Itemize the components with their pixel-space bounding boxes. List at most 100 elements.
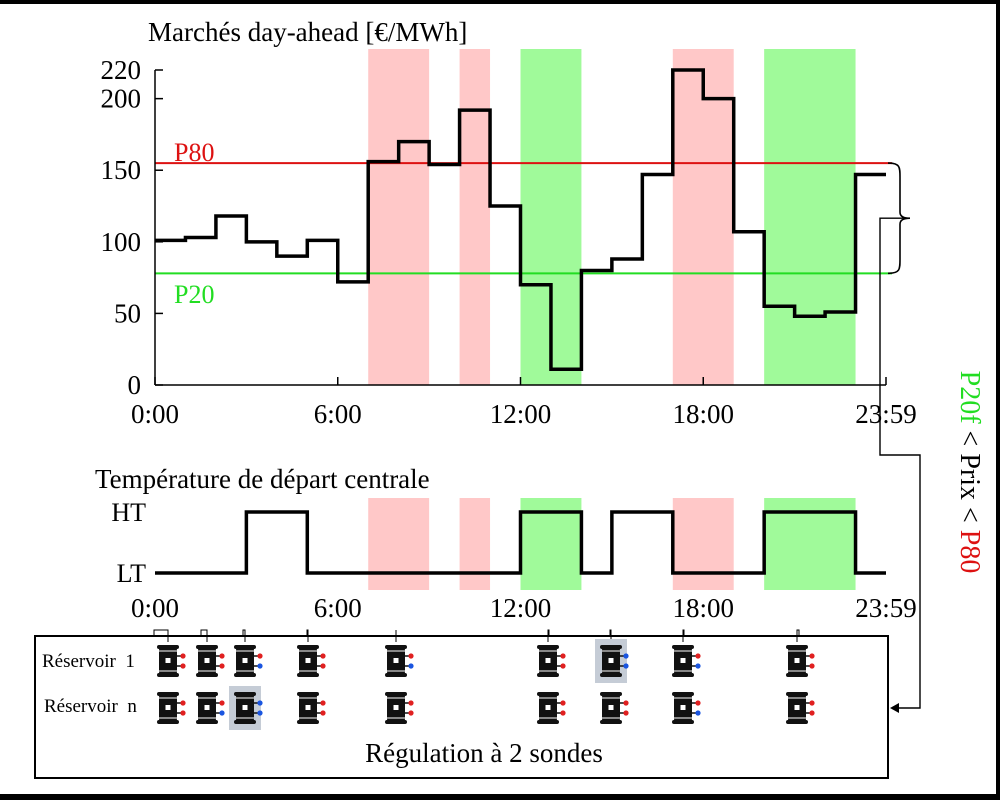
tank-window xyxy=(680,705,686,710)
price-chart-title: Marchés day-ahead [€/MWh] xyxy=(148,17,467,47)
tank-cap-bottom xyxy=(786,720,808,724)
panel-connector xyxy=(682,629,685,642)
water-tank-icon xyxy=(234,645,263,677)
hot-probe-icon xyxy=(809,663,815,669)
temp-shade-1 xyxy=(459,498,491,590)
hot-probe-icon xyxy=(623,710,629,716)
cold-probe-icon xyxy=(257,710,263,716)
temp-x-tick-label: 18:00 xyxy=(672,593,734,623)
feedback-arrow-line xyxy=(879,217,921,709)
tank-window xyxy=(680,658,686,663)
cold-probe-icon xyxy=(408,663,414,669)
tank-cap-bottom xyxy=(196,673,218,677)
tank-cap-bottom xyxy=(600,720,622,724)
price-shade-4 xyxy=(764,49,856,385)
price-step-line xyxy=(155,68,886,371)
tank-cap-top xyxy=(672,645,694,649)
tank-window xyxy=(794,658,800,663)
hot-probe-icon xyxy=(180,710,186,716)
panel-connector xyxy=(242,629,246,642)
hot-probe-icon xyxy=(560,710,566,716)
row-label-n: Réservoir n xyxy=(44,696,137,717)
threshold-lines xyxy=(155,162,892,275)
water-tank-icon xyxy=(157,645,186,677)
tank-cap-bottom xyxy=(385,720,407,724)
tank-cap-top xyxy=(537,645,559,649)
side-label-part-0: P20f xyxy=(954,371,985,425)
tank-window xyxy=(393,705,399,710)
price-y-tick-label: 220 xyxy=(101,55,142,85)
price-shade-1 xyxy=(459,49,491,385)
price-shaded-intervals xyxy=(368,49,856,385)
water-tank-icon xyxy=(595,639,629,683)
tank-cap-bottom xyxy=(157,720,179,724)
tank-cap-top xyxy=(786,645,808,649)
hot-probe-icon xyxy=(320,653,326,659)
temp-shade-0 xyxy=(368,498,430,590)
cold-probe-icon xyxy=(257,700,263,706)
tank-cap-top xyxy=(157,692,179,696)
hot-probe-icon xyxy=(809,700,815,706)
water-tank-icon xyxy=(537,645,566,677)
price-x-tick-label: 12:00 xyxy=(490,399,552,429)
water-tank-icon xyxy=(196,692,225,724)
price-shade-3 xyxy=(672,49,734,385)
price-y-tick-label: 100 xyxy=(101,227,142,257)
panel-connector xyxy=(306,629,309,642)
frame-bottom xyxy=(0,794,1000,800)
temperature-chart-title: Température de départ centrale xyxy=(95,464,430,494)
hot-probe-icon xyxy=(320,663,326,669)
hot-probe-icon xyxy=(180,700,186,706)
water-tank-icon xyxy=(196,645,225,677)
price-y-tick-label: 150 xyxy=(101,155,142,185)
tank-cap-top xyxy=(385,692,407,696)
p80-label: P80 xyxy=(174,138,214,167)
price-y-tick-label: 0 xyxy=(128,370,142,400)
reservoir-panel: Réservoir 1 Réservoir n Régulation à 2 s… xyxy=(34,629,889,779)
tank-window xyxy=(393,658,399,663)
price-x-tick-label: 23:59 xyxy=(855,399,917,429)
temp-x-tick-label: 12:00 xyxy=(490,593,552,623)
hot-probe-icon xyxy=(408,710,414,716)
cold-probe-icon xyxy=(219,710,225,716)
tank-cap-bottom xyxy=(672,673,694,677)
tank-cap-top xyxy=(600,645,622,649)
hot-probe-icon xyxy=(219,700,225,706)
water-tank-icon xyxy=(229,686,263,730)
cold-probe-icon xyxy=(623,653,629,659)
tank-cap-bottom xyxy=(157,673,179,677)
panel-connector xyxy=(796,629,800,642)
panel-connector xyxy=(609,629,612,642)
hot-probe-icon xyxy=(180,663,186,669)
price-shade-0 xyxy=(368,49,430,385)
side-label-part-1: < Prix < xyxy=(954,424,985,530)
hot-probe-icon xyxy=(695,700,701,706)
tank-cap-top xyxy=(600,692,622,696)
hot-probe-icon xyxy=(320,700,326,706)
water-tank-icon xyxy=(157,692,186,724)
tank-window xyxy=(608,658,614,663)
hot-probe-icon xyxy=(695,653,701,659)
temp-x-tick-label: 0:00 xyxy=(131,593,179,623)
tank-cap-bottom xyxy=(297,673,319,677)
tank-cap-top xyxy=(672,692,694,696)
tank-cap-bottom xyxy=(196,720,218,724)
tank-cap-bottom xyxy=(537,673,559,677)
feedback-arrow xyxy=(879,217,921,713)
tank-cap-bottom xyxy=(234,720,256,724)
price-x-tick-label: 6:00 xyxy=(314,399,362,429)
hot-probe-icon xyxy=(180,653,186,659)
feedback-arrow-head xyxy=(890,703,899,713)
water-tank-icon xyxy=(385,645,414,677)
p20-label: P20 xyxy=(174,280,214,309)
panel-border xyxy=(34,635,889,779)
cold-probe-icon xyxy=(257,663,263,669)
panel-connectors xyxy=(153,629,800,642)
side-label: P20f < Prix < P80 xyxy=(954,371,985,574)
tank-window xyxy=(305,705,311,710)
water-tank-icon xyxy=(297,692,326,724)
tank-window xyxy=(242,658,248,663)
